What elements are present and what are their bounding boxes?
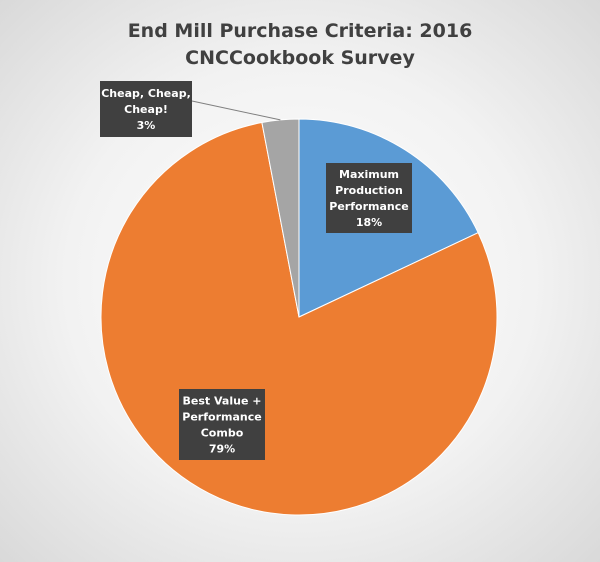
data-label-value: 79%: [209, 443, 235, 456]
data-label: Best Value + Performance Combo 79%: [179, 389, 265, 460]
label-box: [179, 389, 265, 460]
leader-line: [191, 100, 281, 121]
data-label-value: 3%: [137, 119, 156, 132]
chart-title-line-2: CNCCookbook Survey: [185, 47, 415, 69]
data-label-text: Combo: [201, 427, 244, 440]
data-label-text: Production: [335, 184, 403, 197]
label-box: [100, 81, 192, 137]
data-label-text: Performance: [329, 200, 408, 213]
data-label-text: Maximum: [339, 168, 399, 181]
data-label: Cheap, Cheap, Cheap! 3%: [100, 81, 192, 137]
data-label-text: Best Value +: [183, 395, 262, 408]
data-label-text: Cheap, Cheap,: [101, 87, 191, 100]
data-label: Maximum Production Performance 18%: [326, 163, 412, 233]
data-label-value: 18%: [356, 216, 382, 229]
data-label-text: Performance: [182, 411, 261, 424]
data-label-text: Cheap!: [124, 103, 168, 116]
label-box: [326, 163, 412, 233]
chart-title-line-1: End Mill Purchase Criteria: 2016: [128, 20, 473, 42]
